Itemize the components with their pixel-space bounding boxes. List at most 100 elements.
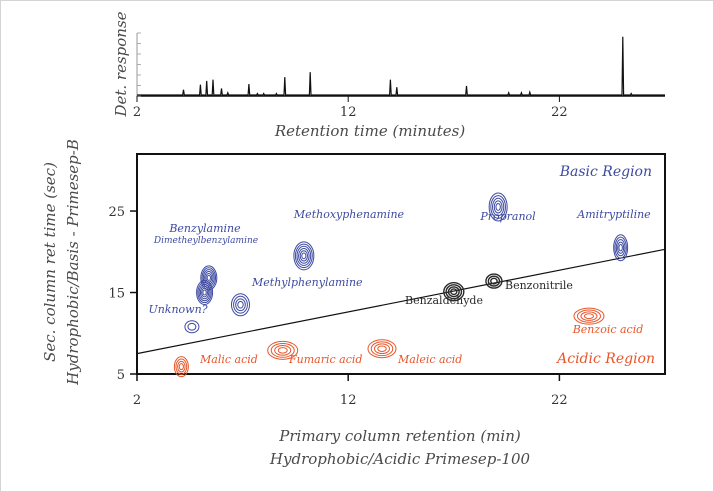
compound-label: Amitryptiline xyxy=(576,208,651,221)
contour-ring xyxy=(374,343,390,355)
contour-ring xyxy=(296,245,312,266)
contour-ring xyxy=(299,250,308,262)
two-d-plot-panel: 2 12 22 5 15 25 BenzylamineDimetheylbenzylam… xyxy=(41,139,666,468)
contour-ring xyxy=(173,356,189,378)
contour-ring xyxy=(267,340,299,360)
compound-contour xyxy=(443,282,465,302)
compound-label: Benzoic acid xyxy=(572,323,644,336)
compound-contour xyxy=(367,339,397,359)
compound-contour xyxy=(184,320,200,334)
acidic-region-label: Acidic Region xyxy=(555,351,655,367)
chromatogram-y-ticks xyxy=(137,32,141,97)
contour-ring xyxy=(445,284,463,300)
contour-ring xyxy=(274,345,292,356)
compound-label: Unknown? xyxy=(148,303,207,316)
contour-ring xyxy=(202,269,215,287)
compound-contour xyxy=(293,241,315,271)
contour-ring xyxy=(230,293,250,317)
compound-label: Benzonitrile xyxy=(505,279,573,292)
y-axis-title-line1: Sec. column ret time (sec) xyxy=(41,162,59,362)
compound-contour xyxy=(485,273,503,289)
contour-ring xyxy=(485,273,503,289)
contour-ring xyxy=(615,239,626,257)
contour-ring xyxy=(233,295,248,314)
y-axis-title-line2: Hydrophobic/Basis - Primesep-B xyxy=(64,139,82,386)
x-axis-tick-label: 22 xyxy=(551,393,568,408)
compound-label: Propranol xyxy=(479,210,536,223)
x-axis-title-line2: Hydrophobic/Acidic Primesep-100 xyxy=(269,450,531,468)
contour-ring xyxy=(367,339,397,359)
compound-label: Malic acid xyxy=(199,353,258,366)
contour-ring xyxy=(617,241,625,254)
contour-ring xyxy=(580,311,598,321)
chromatogram-x-ticks: 2 12 22 xyxy=(133,96,568,120)
compound-contour xyxy=(573,307,605,325)
contour-ring xyxy=(293,241,315,271)
contour-ring xyxy=(196,280,214,306)
compound-label: Fumaric acid xyxy=(288,353,362,366)
compound-label: Benzaldehyde xyxy=(405,294,483,307)
compound-contour xyxy=(488,192,508,222)
separation-trend-line xyxy=(136,248,666,355)
chromatogram-x-tick-label: 12 xyxy=(340,105,357,120)
contour-ring xyxy=(198,283,211,302)
compound-contour xyxy=(196,280,214,306)
contour-ring xyxy=(177,360,186,373)
contour-ring xyxy=(206,274,211,281)
compound-label: Benzylamine xyxy=(168,222,241,235)
x-axis-tick-label: 12 xyxy=(340,393,357,408)
contour-ring xyxy=(614,236,627,259)
chromatogram-trace xyxy=(137,36,665,96)
contour-ring xyxy=(576,309,601,323)
contour-ring xyxy=(199,285,210,300)
contour-ring xyxy=(298,248,310,264)
contour-ring xyxy=(487,275,501,287)
contour-ring xyxy=(443,282,465,302)
contour-ring xyxy=(450,288,458,296)
chromatogram-panel: 2 12 22 Retention time (minutes) Det. resp… xyxy=(112,11,665,140)
contour-ring xyxy=(237,300,244,309)
contour-ring xyxy=(202,289,207,296)
x-axis-title-line1: Primary column retention (min) xyxy=(278,427,521,445)
contour-ring xyxy=(197,281,212,304)
y-axis-tick-label: 15 xyxy=(108,287,125,302)
compound-label: Maleic acid xyxy=(397,353,462,366)
contour-ring xyxy=(175,358,188,375)
compound-contour xyxy=(267,340,299,360)
contour-ring xyxy=(270,342,295,358)
chromatogram-x-tick-label: 2 xyxy=(133,105,141,120)
contour-ring xyxy=(492,197,505,217)
x-axis-ticks: 2 12 22 xyxy=(133,374,568,408)
contour-ring xyxy=(447,286,460,298)
chromatogram-x-tick-label: 22 xyxy=(551,105,568,120)
compound-contour xyxy=(230,293,250,317)
contour-ring xyxy=(201,287,209,298)
contour-ring xyxy=(490,277,498,285)
contour-ring xyxy=(613,234,629,262)
compound-contours xyxy=(173,192,629,378)
contour-ring xyxy=(370,341,394,357)
compound-label: Methylphenylamine xyxy=(251,276,363,289)
contour-ring xyxy=(178,363,184,371)
x-axis-tick-label: 2 xyxy=(133,393,141,408)
y-axis-tick-label: 5 xyxy=(117,368,125,383)
basic-region-label: Basic Region xyxy=(559,164,652,180)
contour-ring xyxy=(493,200,503,214)
contour-ring xyxy=(495,203,501,211)
contour-ring xyxy=(377,345,387,352)
contour-ring xyxy=(187,322,197,331)
contour-ring xyxy=(618,244,623,252)
contour-ring xyxy=(235,298,246,312)
contour-ring xyxy=(184,320,200,334)
y-axis-tick-label: 25 xyxy=(108,205,125,220)
compound-contour xyxy=(173,356,189,378)
contour-ring xyxy=(301,252,307,260)
chromatogram-x-axis-title: Retention time (minutes) xyxy=(274,122,466,140)
contour-ring xyxy=(294,243,313,269)
chromatogram-y-axis-title: Det. response xyxy=(112,11,130,117)
contour-ring xyxy=(277,347,288,354)
plot-area-border xyxy=(136,153,666,375)
